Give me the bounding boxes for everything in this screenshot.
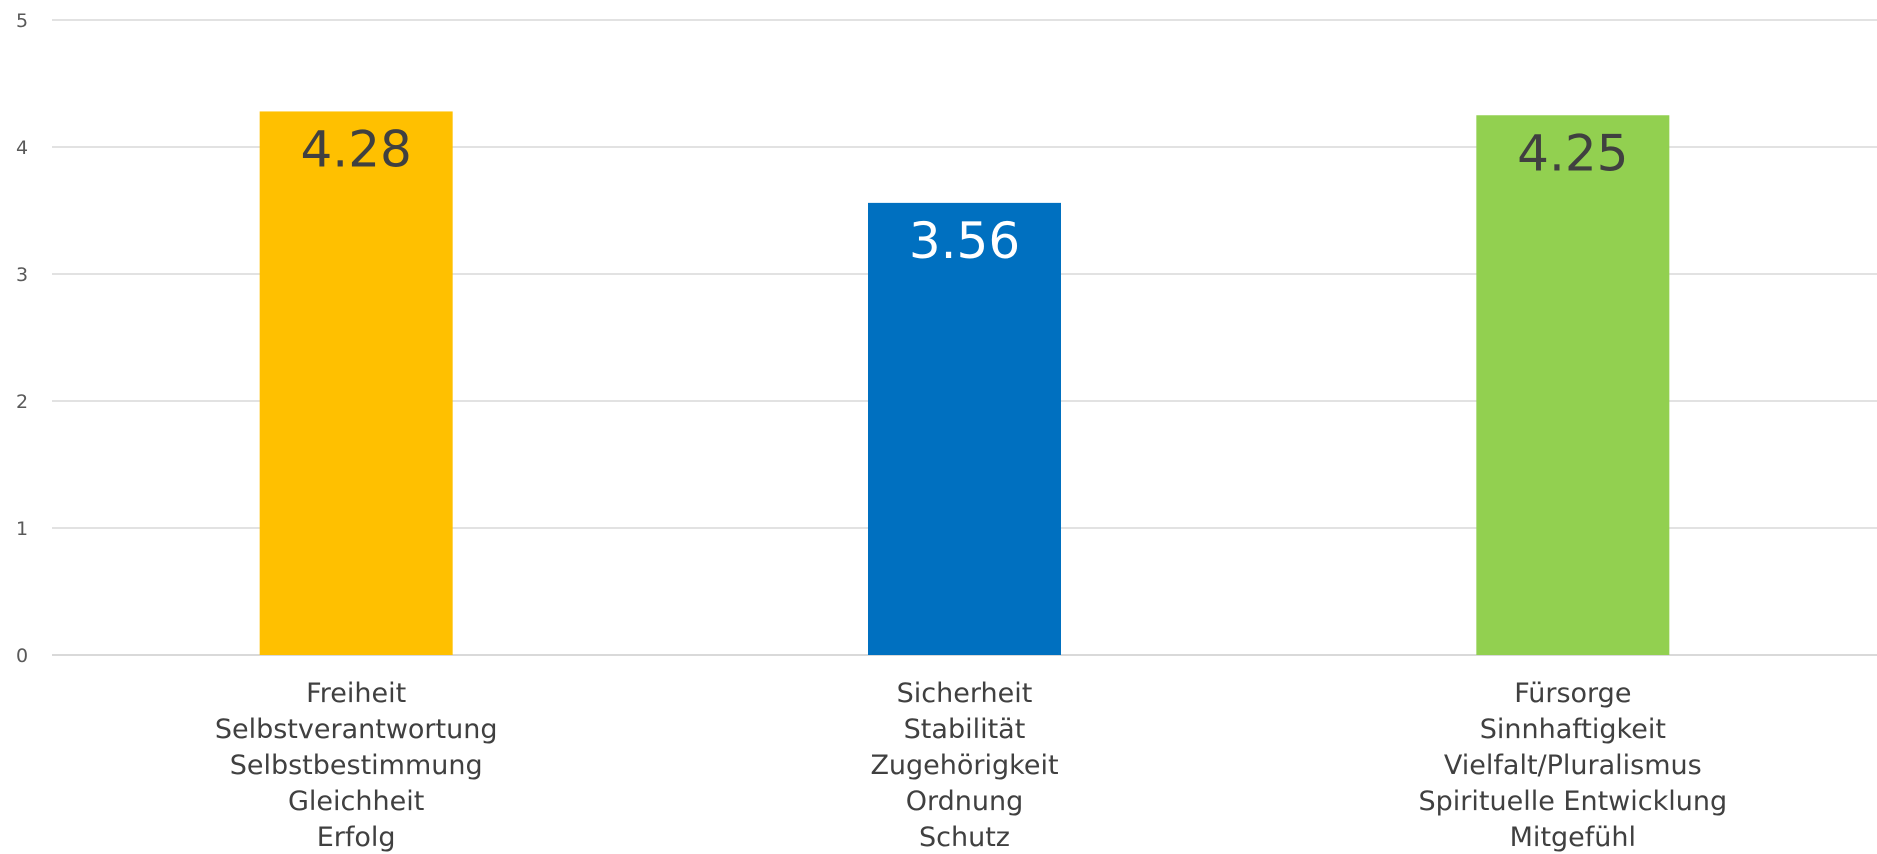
data-label: 4.28 xyxy=(301,120,412,178)
x-axis: Freiheit Selbstverantwortung Selbstbestimm… xyxy=(215,678,1727,853)
x-category-line: Selbstbestimmung xyxy=(230,750,483,781)
data-labels: 4.28 3.56 4.25 xyxy=(301,120,1629,269)
y-tick-label: 2 xyxy=(16,391,28,413)
x-category-line: Erfolg xyxy=(317,822,396,853)
x-category-label: Freiheit Selbstverantwortung Selbstbestimm… xyxy=(215,678,498,853)
x-category-line: Stabilität xyxy=(904,714,1026,745)
x-category-line: Sicherheit xyxy=(897,678,1033,709)
x-category-line: Fürsorge xyxy=(1514,678,1631,709)
y-tick-label: 5 xyxy=(16,10,28,32)
y-tick-label: 0 xyxy=(16,645,28,667)
x-category-line: Gleichheit xyxy=(288,786,424,817)
y-tick-label: 1 xyxy=(16,518,28,540)
x-category-label: Sicherheit Stabilität Zugehörigkeit Ordnung… xyxy=(870,678,1058,853)
x-category-line: Selbstverantwortung xyxy=(215,714,498,745)
x-category-line: Zugehörigkeit xyxy=(870,750,1058,781)
bar xyxy=(1476,115,1670,655)
data-label: 3.56 xyxy=(909,212,1020,270)
x-category-line: Spirituelle Entwicklung xyxy=(1419,786,1728,817)
x-category-line: Freiheit xyxy=(306,678,406,709)
x-category-line: Vielfalt/Pluralismus xyxy=(1444,750,1702,781)
y-tick-label: 4 xyxy=(16,137,28,159)
bar xyxy=(259,111,453,655)
bar xyxy=(868,202,1061,655)
data-label: 4.25 xyxy=(1517,124,1628,182)
x-category-line: Ordnung xyxy=(906,786,1024,817)
x-category-line: Sinnhaftigkeit xyxy=(1480,714,1666,745)
x-category-line: Mitgefühl xyxy=(1510,822,1636,853)
bars xyxy=(259,111,1670,655)
y-tick-label: 3 xyxy=(16,264,28,286)
x-category-line: Schutz xyxy=(919,822,1010,853)
y-axis: 0 1 2 3 4 5 xyxy=(16,10,28,667)
x-category-label: Fürsorge Sinnhaftigkeit Vielfalt/Pluralism… xyxy=(1419,678,1728,853)
